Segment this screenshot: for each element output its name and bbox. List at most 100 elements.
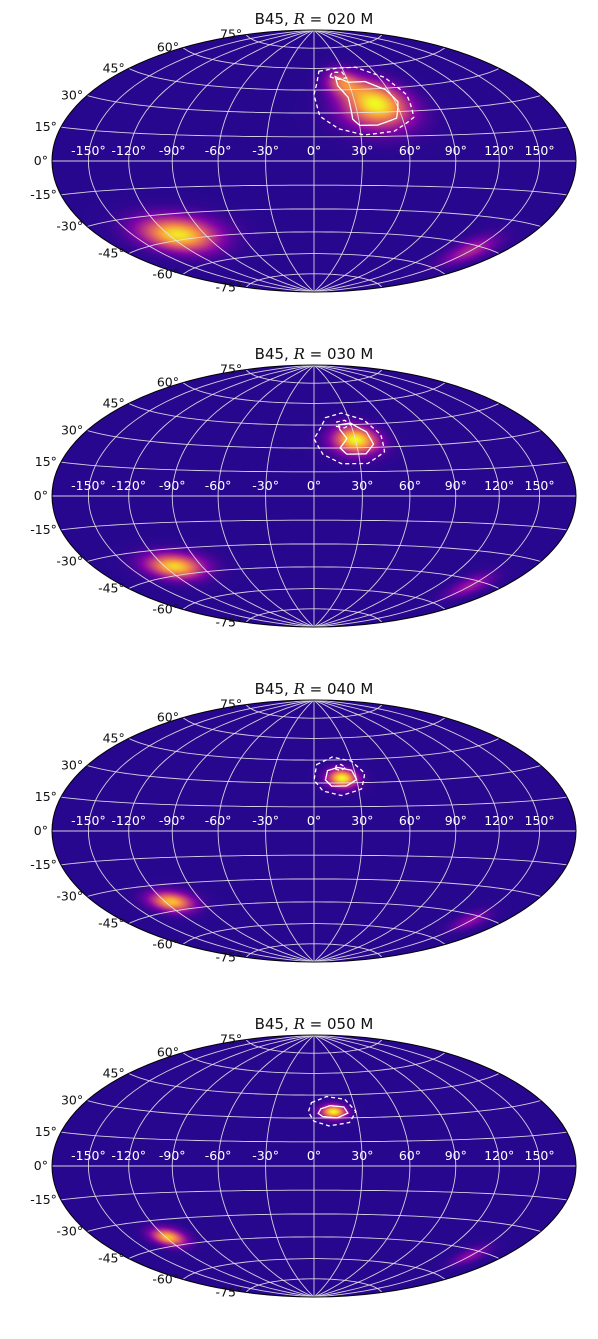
lon-tick-label: 60° bbox=[399, 813, 421, 828]
parallel-line bbox=[86, 765, 542, 784]
parallel-line bbox=[60, 1189, 568, 1201]
lon-tick-label: -120° bbox=[111, 143, 146, 158]
map-panel: B45, R = 050 M -150° -120° -90° -60° -30° 0° 30… bbox=[30, 1015, 577, 1300]
parallel-line bbox=[182, 588, 446, 610]
lon-tick-label: -60° bbox=[205, 478, 232, 493]
lat-tick-label: -60° bbox=[152, 601, 179, 616]
lat-tick-label: 60° bbox=[157, 40, 179, 55]
lat-tick-label: -45° bbox=[98, 581, 125, 596]
lon-tick-label: -90° bbox=[159, 478, 186, 493]
parallel-line bbox=[128, 566, 500, 590]
parallel-line bbox=[60, 519, 568, 531]
parallel-line bbox=[60, 461, 568, 473]
lat-tick-label: 15° bbox=[35, 789, 57, 804]
parallel-line bbox=[86, 1213, 542, 1232]
lon-tick-label: -30° bbox=[252, 813, 279, 828]
lon-tick-label: -150° bbox=[71, 143, 106, 158]
lat-tick-label: 60° bbox=[157, 1045, 179, 1060]
contour-group bbox=[313, 412, 386, 465]
lon-tick-label: -60° bbox=[205, 143, 232, 158]
panel-title: B45, R = 040 M bbox=[255, 680, 374, 698]
lat-tick-label: 60° bbox=[157, 710, 179, 725]
lon-tick-label: -60° bbox=[205, 813, 232, 828]
map-panel: B45, R = 040 M -150° -120° -90° -60° -30° 0° 30… bbox=[30, 680, 577, 965]
contour-group bbox=[313, 66, 415, 136]
lon-tick-label: 90° bbox=[445, 1148, 467, 1163]
contour-solid bbox=[337, 422, 375, 455]
lon-tick-label: 30° bbox=[351, 478, 373, 493]
lon-tick-label: 120° bbox=[484, 478, 514, 493]
lon-tick-label: -150° bbox=[71, 1148, 106, 1163]
parallel-line bbox=[86, 543, 542, 562]
lon-tick-label: 60° bbox=[399, 143, 421, 158]
parallel-line bbox=[128, 402, 500, 426]
lat-tick-label: -75° bbox=[216, 280, 243, 295]
parallel-line bbox=[86, 878, 542, 897]
parallel-line bbox=[182, 382, 446, 404]
lat-tick-label: 30° bbox=[61, 88, 83, 103]
lon-tick-label: 30° bbox=[351, 143, 373, 158]
contour-dashed bbox=[313, 66, 415, 136]
lat-tick-label: 30° bbox=[61, 1093, 83, 1108]
lat-tick-label: 0° bbox=[34, 823, 48, 838]
lat-tick-label: -60° bbox=[152, 1271, 179, 1286]
contour-dashed bbox=[334, 763, 347, 772]
parallel-line bbox=[86, 1100, 542, 1119]
contour-group bbox=[307, 1095, 357, 1127]
lat-tick-label: -30° bbox=[56, 554, 83, 569]
lon-tick-label: -120° bbox=[111, 1148, 146, 1163]
parallel-line bbox=[86, 430, 542, 449]
lon-tick-label: 60° bbox=[399, 478, 421, 493]
map-outline bbox=[51, 1034, 577, 1298]
lon-tick-label: 0° bbox=[307, 1148, 321, 1163]
lat-tick-label: -45° bbox=[98, 246, 125, 261]
parallel-line bbox=[182, 923, 446, 945]
lat-tick-label: 75° bbox=[220, 26, 242, 41]
lat-tick-label: -15° bbox=[30, 187, 57, 202]
lon-tick-label: 150° bbox=[525, 143, 555, 158]
lon-tick-label: 30° bbox=[351, 1148, 373, 1163]
lat-tick-label: -60° bbox=[152, 266, 179, 281]
graticule bbox=[52, 30, 576, 292]
parallel-line bbox=[245, 273, 383, 288]
parallel-line bbox=[245, 943, 383, 958]
panel-title: B45, R = 030 M bbox=[255, 345, 374, 363]
lon-tick-label: 0° bbox=[307, 813, 321, 828]
lon-tick-label: 90° bbox=[445, 478, 467, 493]
lon-tick-label: 0° bbox=[307, 143, 321, 158]
parallel-line bbox=[182, 717, 446, 739]
lat-tick-label: -15° bbox=[30, 522, 57, 537]
parallel-line bbox=[245, 34, 383, 49]
lon-tick-label: 90° bbox=[445, 813, 467, 828]
map-panel: B45, R = 020 M -150° -120° -90° -60° -30° 0° 30… bbox=[30, 10, 577, 295]
lat-tick-label: 0° bbox=[34, 153, 48, 168]
parallel-line bbox=[182, 47, 446, 69]
lon-tick-label: 150° bbox=[525, 478, 555, 493]
lat-tick-label: 75° bbox=[220, 1031, 242, 1046]
parallel-line bbox=[182, 1258, 446, 1280]
contour-dashed bbox=[335, 419, 353, 429]
parallel-line bbox=[128, 1236, 500, 1260]
parallel-line bbox=[60, 796, 568, 808]
lat-tick-label: -75° bbox=[216, 1285, 243, 1300]
lon-tick-label: 120° bbox=[484, 813, 514, 828]
lat-tick-label: -15° bbox=[30, 1192, 57, 1207]
map-outline bbox=[51, 29, 577, 293]
contour-solid bbox=[324, 766, 358, 787]
lon-tick-label: 150° bbox=[525, 1148, 555, 1163]
lat-tick-label: 75° bbox=[220, 696, 242, 711]
parallel-line bbox=[60, 1131, 568, 1143]
lon-tick-label: 0° bbox=[307, 478, 321, 493]
panel-title: B45, R = 050 M bbox=[255, 1015, 374, 1033]
lon-tick-label: -30° bbox=[252, 478, 279, 493]
contour-dashed bbox=[313, 412, 386, 465]
parallel-line bbox=[60, 126, 568, 138]
map-panel: B45, R = 030 M -150° -120° -90° -60° -30° 0° 30… bbox=[30, 345, 577, 630]
parallel-line bbox=[60, 854, 568, 866]
parallel-line bbox=[128, 67, 500, 91]
parallel-line bbox=[86, 95, 542, 114]
parallel-line bbox=[60, 184, 568, 196]
panel-title: B45, R = 020 M bbox=[255, 10, 374, 28]
graticule bbox=[52, 700, 576, 962]
